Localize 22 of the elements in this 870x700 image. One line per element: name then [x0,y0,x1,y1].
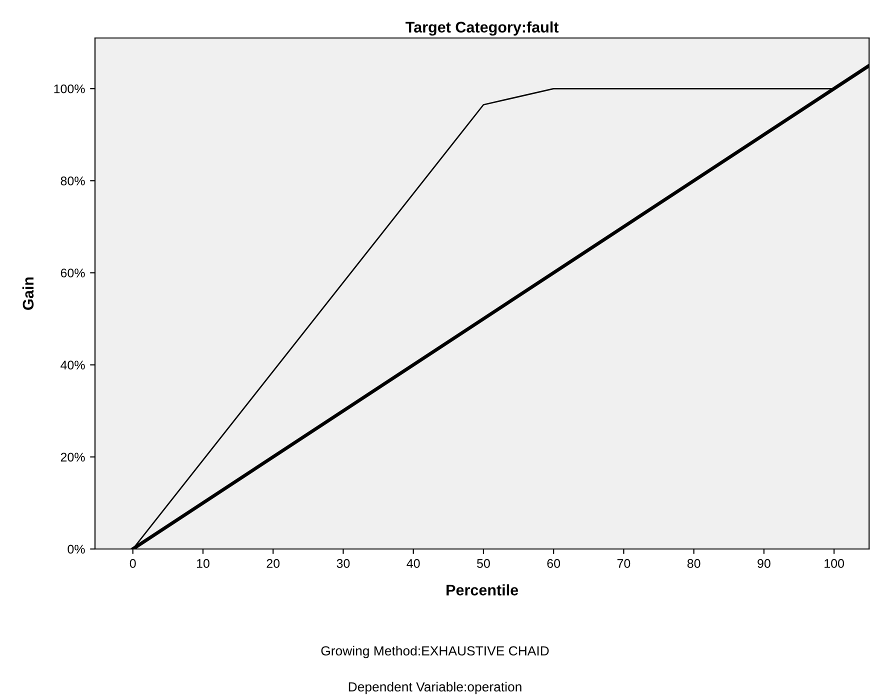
text: Growing Method:EXHAUSTIVE CHAID [321,646,549,658]
x-tick-label: 80 [687,559,700,568]
x-tick-label: 60 [547,559,560,568]
y-tick-label: 80% [60,176,85,186]
y-tick-label: 20% [60,452,85,462]
y-tick-label: 60% [60,268,85,278]
chart-title: Target Category:fault [406,21,559,36]
x-tick-label: 20 [266,559,280,568]
x-tick-label: 100 [824,559,844,568]
x-tick-label: 90 [758,559,770,568]
y-tick-label: 0% [68,544,85,554]
x-axis-title: Percentile [446,584,518,596]
y-tick-label: 100% [54,84,85,94]
x-tick-label: 70 [617,559,630,568]
x-tick-label: 10 [196,559,210,568]
y-axis-title: Gain [22,277,34,310]
y-tick-label: 40% [60,360,85,370]
x-tick-label: 30 [336,559,350,568]
x-tick-label: 0 [130,559,136,568]
text: Dependent Variable:operation [348,682,522,694]
x-tick-label: 40 [406,559,420,568]
x-tick-label: 50 [477,559,490,568]
